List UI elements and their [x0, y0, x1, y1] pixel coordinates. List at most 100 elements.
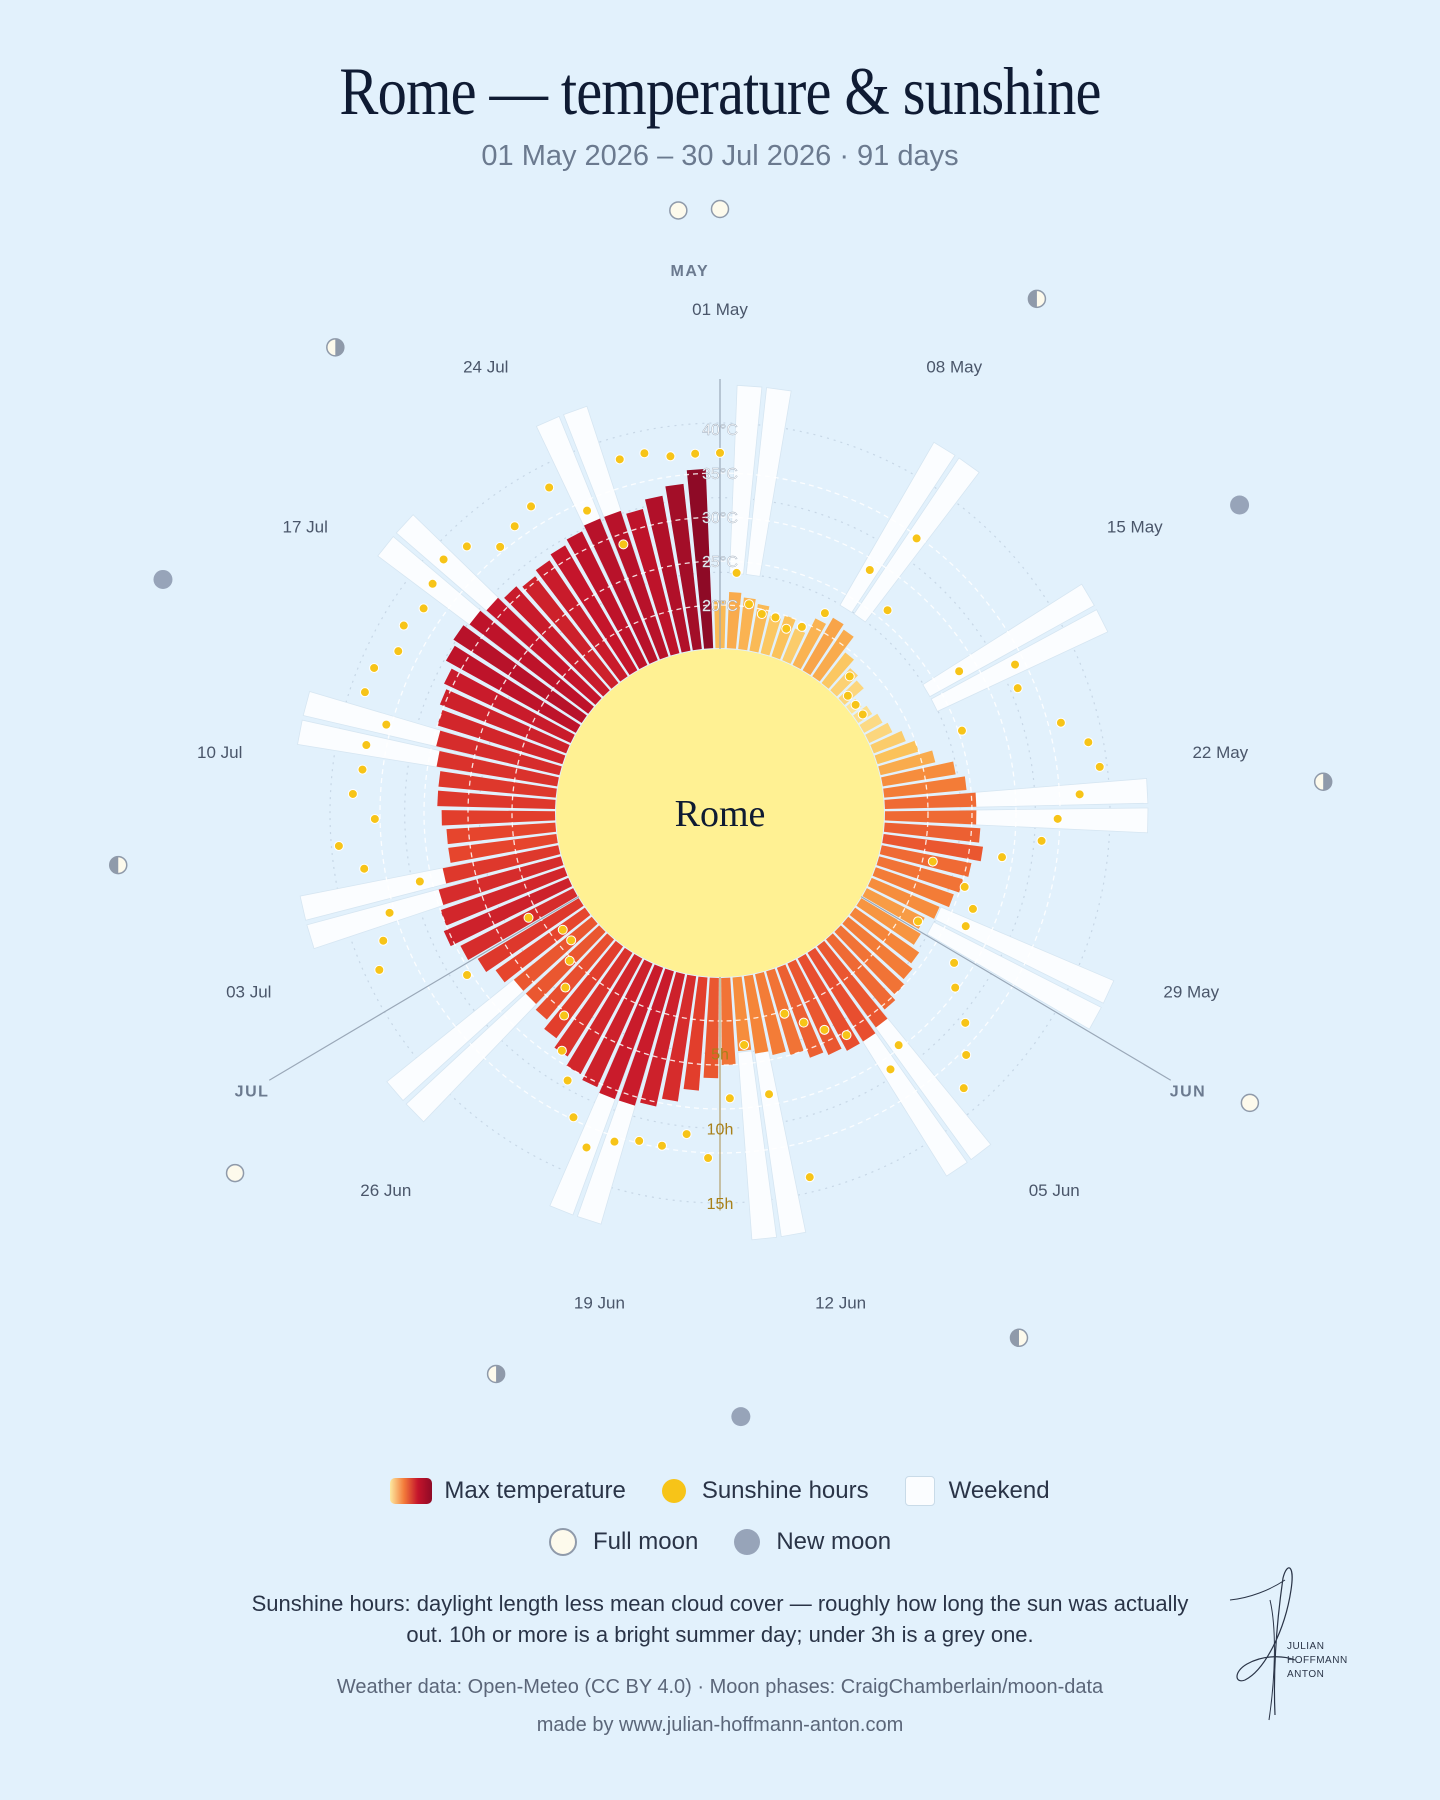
- temperature-bar: [486, 597, 602, 705]
- last-quarter-moon-icon: [1027, 289, 1047, 309]
- legend-row-2: Full moon New moon: [0, 1528, 1440, 1556]
- temperature-bar: [834, 925, 905, 995]
- chart-title: Rome — temperature & sunshine: [339, 53, 1101, 129]
- made-by-link[interactable]: made by www.julian-hoffmann-anton.com: [536, 1714, 904, 1736]
- sunshine-dot: [911, 533, 922, 544]
- sunshine-dot: [819, 1024, 830, 1035]
- date-label: 03 Jul: [226, 983, 271, 1002]
- sunshine-dot: [997, 852, 1008, 863]
- signature-logo: JULIAN HOFFMANN ANTON: [1225, 1560, 1355, 1730]
- sunshine-dots: [333, 447, 1105, 1183]
- moon-shadow: [1028, 290, 1037, 308]
- temperature-bar: [513, 916, 598, 991]
- credits: Weather data: Open-Meteo (CC BY 4.0) · M…: [0, 1668, 1440, 1744]
- sunshine-dot: [418, 603, 429, 614]
- sunshine-dot: [639, 448, 650, 459]
- temperature-bar: [442, 845, 561, 884]
- moon-shadow: [109, 856, 119, 874]
- full-moon-icon: [710, 199, 730, 219]
- temperature-bar: [882, 834, 984, 862]
- temperature-bar: [878, 750, 936, 776]
- full-moon-icon: [669, 201, 688, 220]
- sunshine-dot: [564, 955, 575, 966]
- temperature-bar: [441, 810, 556, 826]
- date-label: 12 Jun: [815, 1293, 866, 1312]
- sunshine-dot-swatch: [661, 1479, 686, 1503]
- date-label: 05 Jun: [1029, 1181, 1080, 1200]
- sunshine-dot: [1036, 835, 1047, 846]
- chart-subtitle: 01 May 2026 – 30 Jul 2026 · 91 days: [481, 140, 959, 172]
- sunshine-dot: [384, 907, 395, 918]
- temperature-bar: [686, 468, 714, 649]
- sunshine-dot: [1012, 683, 1023, 694]
- temperature-bar: [477, 898, 584, 973]
- sunshine-dot: [581, 1142, 592, 1153]
- legend-label: Max temperature: [444, 1477, 626, 1504]
- temperature-bar: [859, 713, 883, 733]
- sunshine-dot: [462, 970, 473, 981]
- date-label: 15 May: [1107, 518, 1163, 537]
- weekend-band: [926, 921, 1102, 1030]
- sunshine-dot: [841, 1030, 852, 1041]
- temperature-bar: [743, 974, 769, 1054]
- temperature-bar: [550, 545, 638, 675]
- last-quarter-moon-icon: [1009, 1328, 1029, 1348]
- sunshine-dot: [609, 1136, 620, 1147]
- temperature-bar: [842, 916, 913, 980]
- new-moon-icon: [734, 1529, 761, 1555]
- sunshine-dot: [690, 448, 701, 459]
- temperature-tick-label: 35°C: [702, 466, 738, 483]
- temperature-grid-ring: [423, 516, 1017, 1110]
- temperature-bar: [797, 954, 860, 1051]
- sunshine-dot: [381, 719, 392, 730]
- legend-full-moon: Full moon: [548, 1528, 698, 1556]
- sunshine-dot: [703, 1152, 714, 1163]
- temperature-bar: [874, 740, 919, 765]
- sunshine-dot: [804, 1172, 815, 1183]
- legend-weekend: Weekend: [904, 1476, 1050, 1506]
- legend-label: Weekend: [948, 1477, 1050, 1504]
- center-label: Rome: [675, 793, 766, 835]
- sun-disc: [556, 649, 884, 977]
- sunshine-dot: [764, 1089, 775, 1100]
- sunshine-dot: [438, 554, 449, 565]
- sunshine-dot: [582, 505, 593, 516]
- date-label: 08 May: [926, 358, 982, 377]
- sunshine-dot: [857, 709, 868, 720]
- date-label: 22 May: [1192, 743, 1248, 762]
- sunshine-dot: [1052, 813, 1063, 824]
- temperature-bar: [582, 959, 653, 1088]
- sunshine-dot: [967, 903, 978, 914]
- sunshine-dot: [770, 612, 781, 623]
- temperature-bar: [645, 495, 691, 653]
- temperature-bar: [535, 933, 615, 1020]
- temperature-bar: [437, 790, 556, 810]
- sunshine-dot: [427, 578, 438, 589]
- first-quarter-moon-icon: [1313, 772, 1333, 791]
- temperature-bar: [825, 933, 896, 1010]
- temperature-tick-label: 40°C: [702, 422, 738, 439]
- sunshine-dot: [361, 740, 372, 751]
- sunshine-dot: [882, 605, 893, 616]
- temperature-bar: [683, 976, 708, 1091]
- temperature-tick-label: 30°C: [702, 510, 738, 527]
- full-moon-icon: [1240, 1093, 1260, 1113]
- sunshine-dot: [1055, 717, 1066, 728]
- sunshine-tick-label: 15h: [707, 1196, 734, 1213]
- sunshine-dot: [956, 725, 967, 736]
- sunshine-dot: [954, 666, 965, 677]
- last-quarter-moon-icon: [108, 855, 128, 875]
- sunshine-dot: [656, 1140, 667, 1151]
- weekend-swatch: [904, 1476, 935, 1506]
- sunshine-dot: [560, 982, 571, 993]
- temperature-bar: [856, 898, 921, 945]
- moon-phases: [108, 199, 1333, 1427]
- temperature-gradient-swatch: [390, 1478, 433, 1504]
- sunshine-dot: [885, 1064, 896, 1075]
- temperature-bar: [881, 761, 956, 787]
- month-label: JUN: [1170, 1083, 1207, 1100]
- first-quarter-moon-icon: [486, 1364, 506, 1384]
- legend-max-temperature: Max temperature: [390, 1477, 626, 1505]
- temperature-bar: [599, 964, 664, 1100]
- sunshine-dot: [556, 1045, 567, 1056]
